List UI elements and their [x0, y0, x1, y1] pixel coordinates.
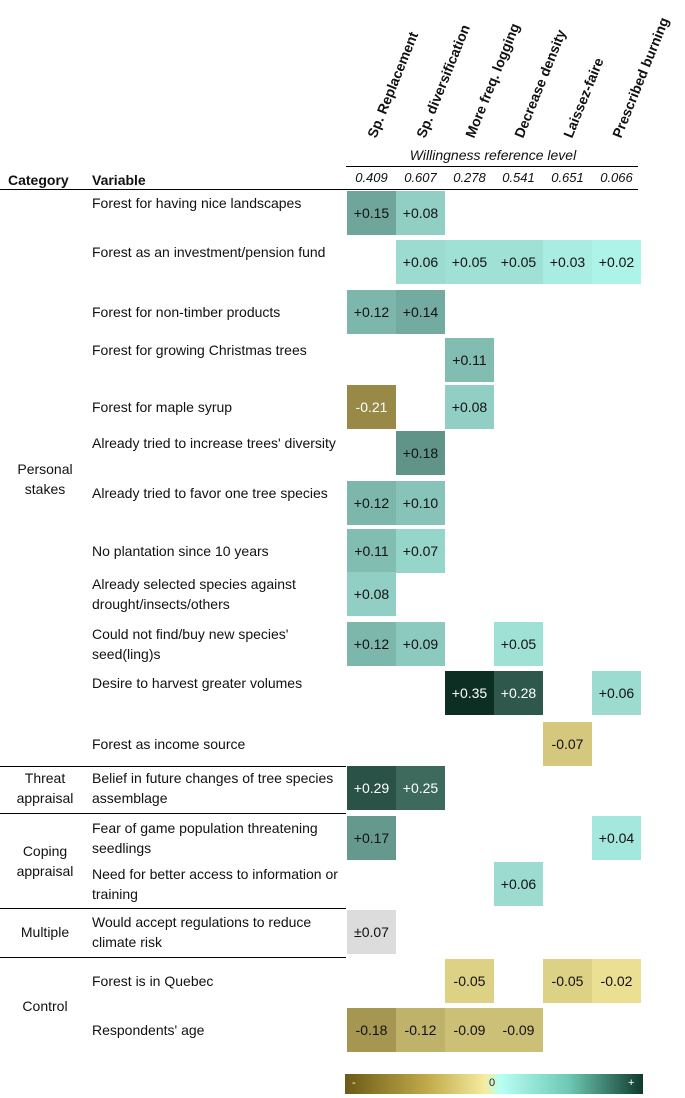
heatmap-cell: +0.06 — [592, 671, 641, 715]
reference-level-value: 0.066 — [600, 170, 633, 185]
heatmap-cell: +0.08 — [396, 191, 445, 235]
legend-max-label: + — [628, 1077, 635, 1089]
column-header: Prescribed burning — [609, 14, 672, 140]
column-header: Sp. Replacement — [364, 29, 422, 140]
heatmap-cell: +0.12 — [347, 481, 396, 525]
heatmap-cell: ±0.07 — [347, 910, 396, 954]
reference-level-value: 0.607 — [404, 170, 437, 185]
heatmap-cell: +0.05 — [494, 240, 543, 284]
column-header: More freq. logging — [462, 20, 523, 140]
reference-level-value: 0.409 — [355, 170, 388, 185]
column-header: Laissez-faire — [560, 55, 607, 140]
heatmap-cell: +0.05 — [494, 622, 543, 666]
variable-label: Forest for growing Christmas trees — [92, 342, 307, 358]
category-label: Multiple — [20, 924, 70, 940]
variable-label: Forest is in Quebec — [92, 973, 214, 989]
variable-label: Forest for having nice landscapes — [92, 195, 302, 211]
variable-label: Need for better access to information or… — [92, 866, 338, 902]
variable-label: Forest as income source — [92, 736, 246, 752]
heatmap-cell: +0.14 — [396, 290, 445, 334]
heatmap-cell: +0.02 — [592, 240, 641, 284]
heatmap-cell: +0.17 — [347, 816, 396, 860]
heatmap-cell: +0.29 — [347, 766, 396, 810]
reference-level-rule — [346, 166, 638, 167]
heatmap-cell: -0.05 — [445, 959, 494, 1003]
heatmap-cell: +0.10 — [396, 481, 445, 525]
reference-level-title: Willingness reference level — [409, 147, 577, 163]
heatmap-cell: +0.18 — [396, 431, 445, 475]
variable-label: Fear of game population threatening seed… — [92, 820, 318, 856]
variable-label: Would accept regulations to reduce clima… — [92, 914, 312, 950]
variable-label: No plantation since 10 years — [92, 543, 269, 559]
heatmap-cell: -0.09 — [494, 1008, 543, 1052]
category-separator — [0, 957, 346, 958]
heatmap-cell: +0.07 — [396, 529, 445, 573]
variable-label: Could not find/buy new species' seed(lin… — [92, 626, 289, 662]
heatmap-cell: -0.07 — [543, 722, 592, 766]
variable-label: Forest as an investment/pension fund — [92, 244, 326, 260]
heatmap-cell: +0.06 — [494, 862, 543, 906]
variable-label: Already tried to increase trees' diversi… — [92, 435, 336, 451]
heatmap-cell: +0.25 — [396, 766, 445, 810]
variable-label: Already selected species against drought… — [92, 576, 296, 612]
heatmap-cell: -0.05 — [543, 959, 592, 1003]
column-header: Decrease density — [511, 27, 569, 140]
heatmap-cell: -0.18 — [347, 1008, 396, 1052]
heatmap-cell: +0.15 — [347, 191, 396, 235]
heatmap-cell: +0.11 — [445, 338, 494, 382]
category-separator — [0, 813, 346, 814]
legend-min-label: - — [352, 1077, 356, 1089]
reference-level-value: 0.541 — [502, 170, 535, 185]
category-label: Control — [22, 997, 68, 1014]
category-separator — [0, 766, 346, 767]
heatmap-cell: +0.04 — [592, 816, 641, 860]
heatmap-cell: -0.09 — [445, 1008, 494, 1052]
heatmap-cell: -0.02 — [592, 959, 641, 1003]
heatmap-cell: +0.08 — [347, 572, 396, 616]
variable-header: Variable — [92, 172, 146, 188]
heatmap-cell: +0.12 — [347, 290, 396, 334]
column-header: Sp. diversification — [413, 22, 474, 140]
category-label: Personal stakes — [17, 460, 73, 497]
reference-level-value: 0.278 — [453, 170, 486, 185]
heatmap-cell: +0.09 — [396, 622, 445, 666]
heatmap-cell: -0.21 — [347, 385, 396, 429]
variable-label: Forest for non-timber products — [92, 304, 281, 320]
heatmap-cell: +0.08 — [445, 385, 494, 429]
variable-label: Already tried to favor one tree species — [92, 485, 328, 501]
reference-level-value: 0.651 — [551, 170, 584, 185]
category-label: Threat appraisal — [16, 770, 74, 806]
variable-label: Belief in future changes of tree species… — [92, 770, 334, 806]
category-header: Category — [8, 172, 69, 188]
heatmap-cell: +0.05 — [445, 240, 494, 284]
heatmap-cell: +0.06 — [396, 240, 445, 284]
variable-label: Desire to harvest greater volumes — [92, 675, 303, 691]
heatmap-cell: +0.28 — [494, 671, 543, 715]
color-scale-legend — [345, 1074, 643, 1094]
heatmap-cell: +0.12 — [347, 622, 396, 666]
header-rule — [0, 189, 638, 190]
heatmap-cell: +0.11 — [347, 529, 396, 573]
legend-mid-label: 0 — [489, 1077, 496, 1089]
variable-label: Respondents' age — [92, 1022, 205, 1038]
category-label: Coping appraisal — [16, 843, 74, 879]
category-separator — [0, 908, 346, 909]
variable-label: Forest for maple syrup — [92, 399, 233, 415]
heatmap-cell: +0.03 — [543, 240, 592, 284]
heatmap-cell: -0.12 — [396, 1008, 445, 1052]
heatmap-cell: +0.35 — [445, 671, 494, 715]
